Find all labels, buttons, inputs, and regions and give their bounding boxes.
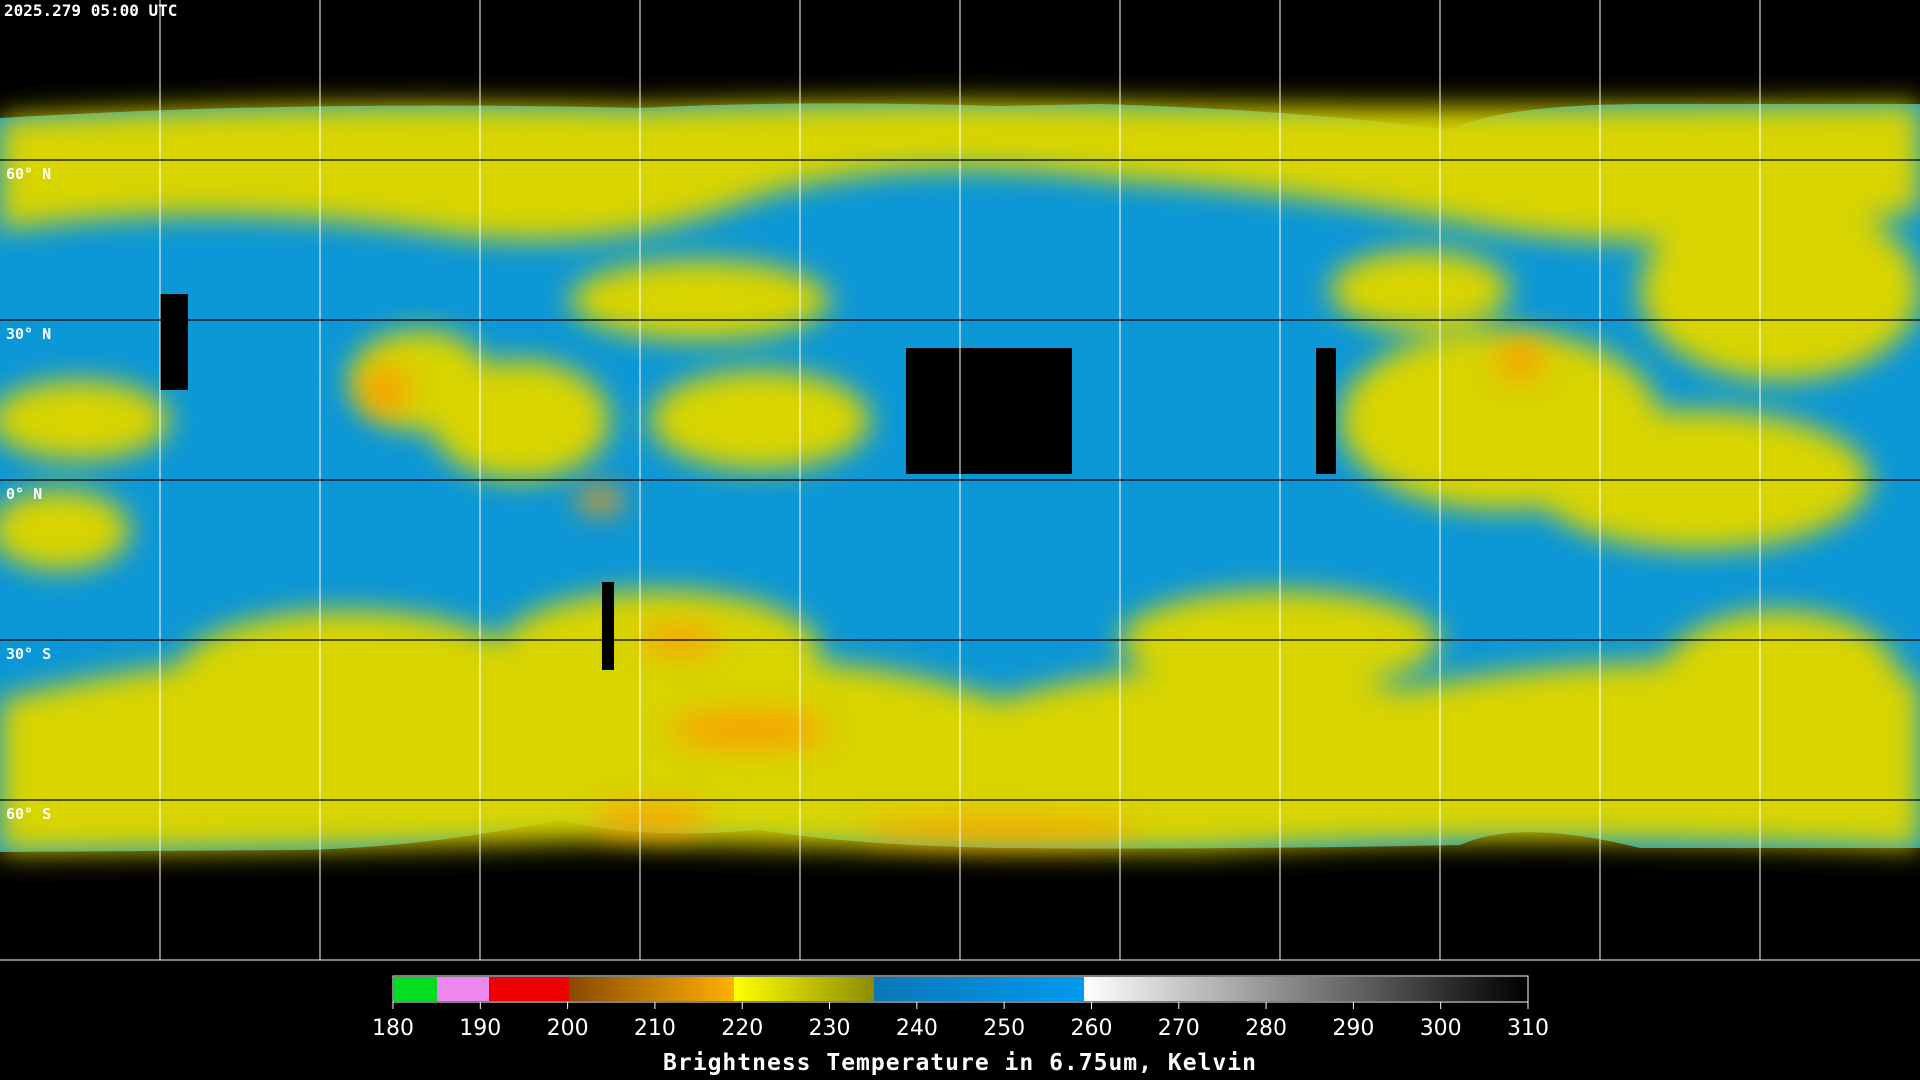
cold-cloud-tops — [360, 340, 1545, 842]
colorbar-tick-label: 220 — [721, 1016, 763, 1041]
colorbar-tick-label: 240 — [896, 1016, 938, 1041]
colorbar-tick-label: 280 — [1245, 1016, 1287, 1041]
colorbar-tick-label: 230 — [809, 1016, 851, 1041]
colorbar-segment — [874, 977, 1084, 1001]
colorbar-tick-label: 180 — [372, 1016, 414, 1041]
timestamp: 2025.279 05:00 UTC — [4, 1, 177, 20]
colorbar-segment — [1084, 977, 1527, 1001]
graticule: 60° N 30° N 0° N 30° S 60° S — [0, 0, 1920, 961]
colorbar-tick-label: 260 — [1070, 1016, 1112, 1041]
latitude-label: 0° N — [6, 485, 42, 503]
colorbar-ticks: 180 190 200 210 220 230 240 250 260 270 280 290 300 3… — [372, 1002, 1549, 1041]
colorbar — [392, 975, 1529, 1003]
latitude-label: 60° N — [6, 165, 51, 183]
missing-data — [160, 294, 1336, 670]
colorbar-tick-label: 250 — [983, 1016, 1025, 1041]
colorbar-tick-label: 290 — [1332, 1016, 1374, 1041]
colorbar-tick-label: 190 — [459, 1016, 501, 1041]
colorbar-segment — [437, 977, 489, 1001]
colorbar-segment — [734, 977, 874, 1001]
colorbar-tick-label: 200 — [547, 1016, 589, 1041]
latitude-label: 60° S — [6, 805, 51, 823]
colorbar-segment — [489, 977, 569, 1001]
colorbar-segment — [569, 977, 734, 1001]
colorbar-tick-label: 270 — [1158, 1016, 1200, 1041]
latitude-label: 30° N — [6, 325, 51, 343]
latitude-label: 30° S — [6, 645, 51, 663]
colorbar-segment — [393, 977, 437, 1001]
colorbar-label: Brightness Temperature in 6.75um, Kelvin — [663, 1050, 1257, 1076]
colorbar-tick-label: 300 — [1420, 1016, 1462, 1041]
colorbar-tick-label: 210 — [634, 1016, 676, 1041]
colorbar-tick-label: 310 — [1507, 1016, 1549, 1041]
